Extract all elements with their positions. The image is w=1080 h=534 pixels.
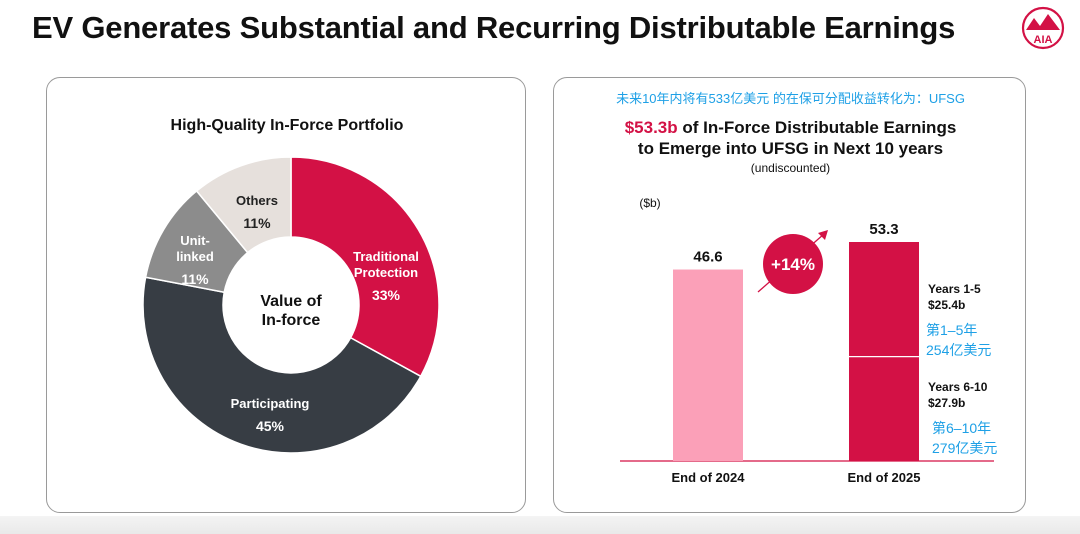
donut-label: linked bbox=[176, 249, 214, 264]
donut-slice-others bbox=[195, 156, 292, 254]
cn-segment-label: 254亿美元 bbox=[926, 342, 991, 358]
donut-label: Protection bbox=[354, 265, 418, 280]
unit-label: ($b) bbox=[639, 196, 660, 210]
segment-value: $25.4b bbox=[928, 298, 965, 312]
bar-title-line1: $53.3b of In-Force Distributable Earning… bbox=[554, 118, 1027, 138]
segment-value: $27.9b bbox=[928, 396, 965, 410]
bar-end-2024 bbox=[673, 269, 743, 461]
donut-slice-traditionalprotection bbox=[290, 156, 440, 378]
growth-arrow-head bbox=[818, 230, 828, 240]
donut-center-label: Value of bbox=[260, 293, 322, 310]
donut-slice-participating bbox=[142, 276, 422, 454]
donut-label: Unit- bbox=[180, 233, 210, 248]
donut-title: High-Quality In-Force Portfolio bbox=[170, 117, 404, 134]
donut-label: Participating bbox=[231, 396, 310, 411]
donut-label: Traditional bbox=[353, 249, 419, 264]
earnings-panel: 未来10年内将有533亿美元 的在保可分配收益转化为：UFSG $53.3b o… bbox=[553, 77, 1026, 513]
donut-value: 11% bbox=[243, 215, 271, 231]
bar-2025-years-1-5 bbox=[849, 356, 919, 461]
growth-label: +14% bbox=[771, 255, 815, 274]
aia-logo: AIA bbox=[1021, 6, 1065, 50]
category-label: End of 2025 bbox=[848, 470, 921, 485]
bar-title-highlight: $53.3b bbox=[624, 118, 678, 137]
donut-center-label: In-force bbox=[262, 312, 321, 329]
bar-subtitle: (undiscounted) bbox=[750, 161, 831, 175]
cn-annotation-top: 未来10年内将有533亿美元 的在保可分配收益转化为：UFSG bbox=[616, 91, 965, 106]
cn-segment-label: 第1–5年 bbox=[926, 322, 977, 338]
category-label: End of 2024 bbox=[672, 470, 746, 485]
growth-badge bbox=[763, 234, 823, 294]
bar-2025-years-6-10 bbox=[849, 242, 919, 357]
cn-segment-label: 第6–10年 bbox=[932, 420, 991, 436]
bar-value-label: 46.6 bbox=[693, 249, 722, 266]
bar-title-line2: to Emerge into UFSG in Next 10 years bbox=[637, 139, 944, 158]
bar-title-rest: of In-Force Distributable Earnings bbox=[677, 118, 957, 137]
donut-value: 33% bbox=[372, 287, 401, 303]
segment-label: Years 6-10 bbox=[928, 380, 988, 394]
bar-chart: ($b) 46.6 53.3 End of 2024 End of 2025 Years … bbox=[620, 196, 997, 485]
cn-segment-label: 279亿美元 bbox=[932, 440, 997, 456]
segment-label: Years 1-5 bbox=[928, 282, 981, 296]
donut-value: 45% bbox=[256, 418, 285, 434]
bottom-strip bbox=[0, 516, 1080, 534]
donut-value: 11% bbox=[181, 271, 209, 287]
portfolio-panel: High-Quality In-Force Portfolio Traditio… bbox=[46, 77, 526, 513]
page-title: EV Generates Substantial and Recurring D… bbox=[32, 10, 956, 45]
bar-value-label: 53.3 bbox=[869, 221, 898, 238]
logo-text: AIA bbox=[1034, 34, 1053, 46]
donut-label: Others bbox=[236, 193, 278, 208]
